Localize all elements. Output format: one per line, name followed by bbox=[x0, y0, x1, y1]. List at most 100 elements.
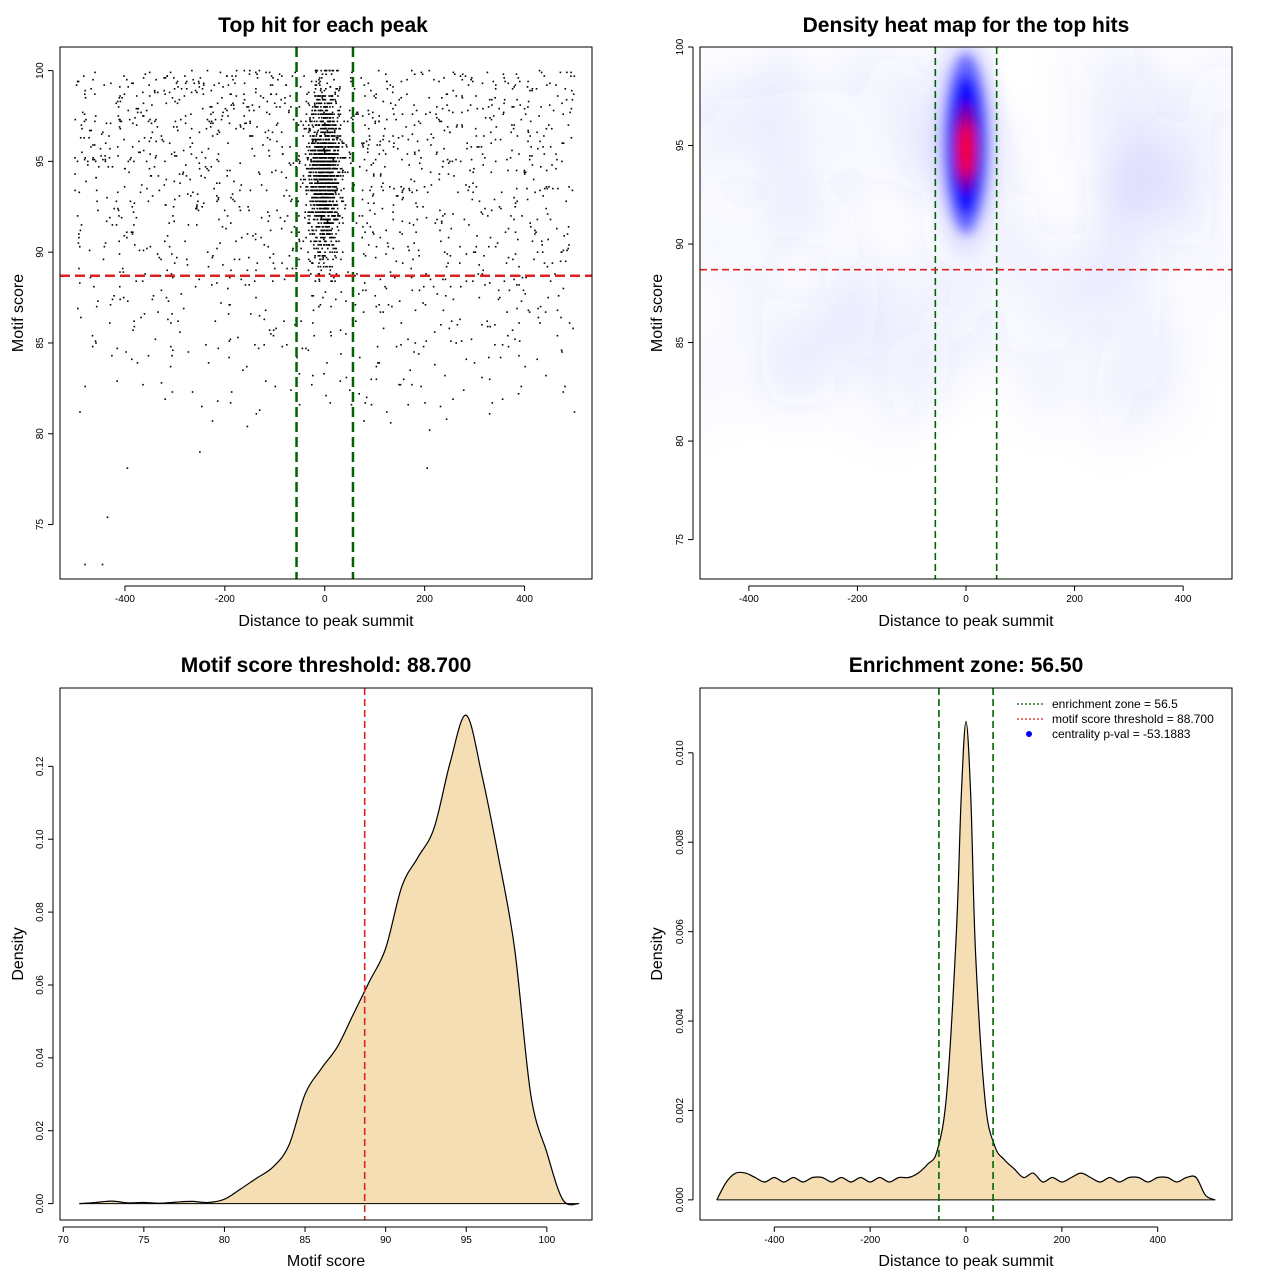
scatter-point bbox=[187, 351, 190, 353]
scatter-point bbox=[246, 269, 249, 272]
scatter-point bbox=[184, 122, 187, 125]
scatter-point bbox=[324, 102, 326, 105]
scatter-point bbox=[83, 75, 85, 77]
scatter-point bbox=[335, 273, 338, 275]
scatter-point bbox=[346, 146, 348, 148]
scatter-point bbox=[231, 193, 234, 195]
scatter-point bbox=[174, 155, 176, 157]
scatter-point bbox=[298, 155, 300, 157]
scatter-point bbox=[258, 69, 261, 72]
scatter-point bbox=[321, 186, 323, 188]
scatter-point bbox=[433, 331, 436, 333]
scatter-point bbox=[102, 131, 104, 134]
scatter-point bbox=[314, 280, 317, 282]
heatmap-haze-blob bbox=[798, 313, 826, 394]
scatter-point bbox=[393, 142, 395, 144]
scatter-point bbox=[136, 107, 138, 110]
dd-x-tick-label: 200 bbox=[1054, 1235, 1071, 1246]
scatter-point bbox=[269, 138, 271, 141]
scatter-point bbox=[94, 93, 96, 95]
scatter-point bbox=[210, 89, 213, 92]
scatter-point bbox=[149, 245, 152, 248]
scatter-point bbox=[311, 164, 314, 166]
scatter-point bbox=[329, 193, 331, 195]
scatter-point bbox=[336, 149, 339, 152]
scatter-point bbox=[309, 200, 311, 203]
scatter-point bbox=[111, 298, 114, 301]
scatter-point bbox=[222, 111, 224, 114]
scatter-point bbox=[341, 196, 344, 199]
scatter-point bbox=[327, 258, 329, 261]
scatter-point bbox=[264, 131, 267, 134]
scatter-point bbox=[484, 284, 486, 286]
scatter-point bbox=[262, 144, 264, 146]
scatter-point bbox=[327, 142, 329, 144]
scatter-point bbox=[505, 262, 508, 264]
scatter-point bbox=[324, 218, 326, 221]
heatmap-haze-blob bbox=[817, 82, 853, 170]
scatter-point bbox=[136, 362, 139, 364]
scatter-point bbox=[336, 138, 338, 141]
scatter-point bbox=[336, 135, 338, 137]
scatter-point bbox=[308, 167, 310, 170]
scatter-point bbox=[330, 236, 332, 239]
scatter-point bbox=[116, 100, 119, 103]
scatter-point bbox=[544, 311, 547, 313]
scatter-point bbox=[341, 167, 343, 170]
scatter-point bbox=[529, 222, 531, 224]
scatter-point bbox=[141, 280, 144, 282]
scatter-point bbox=[131, 358, 133, 361]
distance-density-x-label: Distance to peak summit bbox=[878, 1253, 1054, 1270]
scatter-point bbox=[569, 111, 571, 114]
scatter-point bbox=[384, 166, 386, 168]
scatter-point bbox=[370, 378, 372, 381]
scatter-point bbox=[227, 115, 229, 117]
scatter-point bbox=[311, 109, 313, 112]
scatter-point bbox=[142, 91, 144, 94]
scatter-point bbox=[328, 229, 330, 232]
scatter-point bbox=[330, 153, 333, 155]
scatter-point bbox=[328, 222, 330, 224]
scatter-point bbox=[324, 196, 326, 199]
scatter-point bbox=[398, 383, 400, 386]
scatter-point bbox=[220, 302, 222, 304]
scatter-point bbox=[319, 196, 321, 199]
scatter-point bbox=[326, 204, 328, 206]
scatter-point bbox=[367, 82, 370, 85]
scatter-point bbox=[169, 71, 172, 74]
scatter-point bbox=[465, 280, 468, 282]
scatter-point bbox=[459, 262, 461, 264]
scatter-point bbox=[196, 224, 198, 226]
scatter-point bbox=[233, 180, 235, 183]
scatter-point bbox=[310, 240, 312, 243]
scatter-point bbox=[318, 186, 320, 188]
panel-distance-density: Enrichment zone: 56.50 -400 -200 0 200 400 0… bbox=[649, 654, 1233, 1270]
scatter-point bbox=[209, 126, 212, 128]
scatter-point bbox=[104, 155, 106, 157]
scatter-point bbox=[402, 196, 404, 199]
scatter-point bbox=[531, 155, 533, 157]
scatter-point bbox=[131, 206, 134, 208]
scatter-point bbox=[164, 240, 166, 243]
scatter-point bbox=[320, 88, 322, 90]
scatter-point bbox=[537, 307, 539, 310]
scatter-point bbox=[308, 104, 311, 106]
scatter-point bbox=[279, 216, 282, 219]
scatter-point bbox=[539, 140, 541, 143]
scatter-point bbox=[286, 267, 288, 270]
scatter-point bbox=[320, 218, 322, 221]
scatter-point bbox=[373, 202, 375, 204]
scatter-point bbox=[540, 71, 543, 74]
scatter-point bbox=[465, 184, 467, 186]
scatter-point bbox=[350, 80, 352, 83]
scatter-point bbox=[400, 344, 402, 346]
scatter-point bbox=[322, 211, 325, 213]
scatter-point bbox=[270, 75, 273, 77]
scatter-point bbox=[323, 113, 326, 115]
scatter-point bbox=[280, 227, 283, 230]
scatter-point bbox=[322, 226, 325, 228]
scatter-point bbox=[338, 88, 341, 90]
scatter-point bbox=[242, 127, 245, 130]
scatter-point bbox=[328, 215, 330, 217]
scatter-point bbox=[521, 276, 524, 279]
